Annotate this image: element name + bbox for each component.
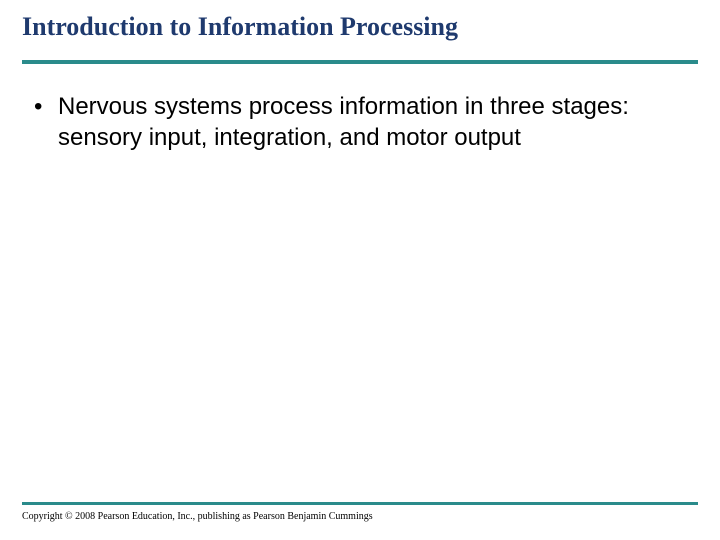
bullet-list: Nervous systems process information in t… (22, 92, 698, 153)
slide-container: Introduction to Information Processing N… (0, 0, 720, 540)
footer-area: Copyright © 2008 Pearson Education, Inc.… (22, 502, 698, 522)
bullet-item: Nervous systems process information in t… (34, 92, 698, 153)
footer-rule (22, 502, 698, 505)
slide-title: Introduction to Information Processing (22, 12, 698, 42)
title-underline-rule (22, 60, 698, 64)
copyright-text: Copyright © 2008 Pearson Education, Inc.… (22, 511, 698, 522)
